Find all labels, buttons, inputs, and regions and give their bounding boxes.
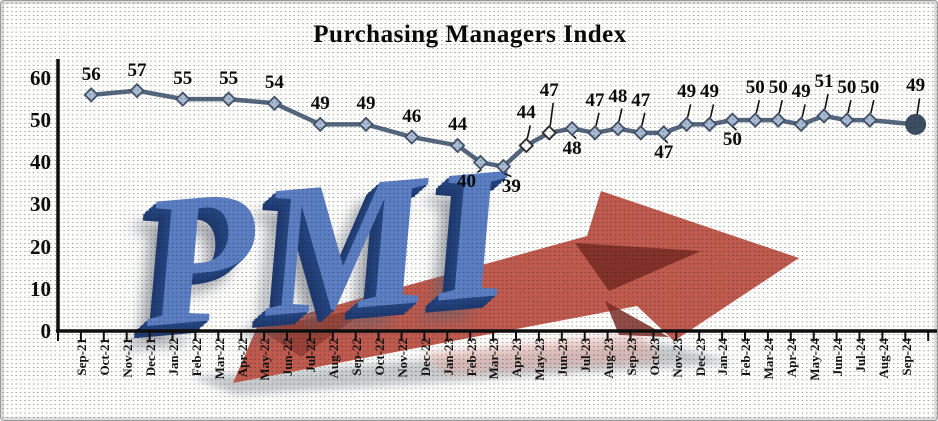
x-axis-label: Jul-24 <box>852 338 868 373</box>
label-leader-line <box>847 99 852 114</box>
data-point-marker <box>564 120 580 137</box>
data-point-marker <box>358 116 374 133</box>
y-axis-label: 20 <box>30 234 51 259</box>
data-point-marker <box>220 91 237 107</box>
data-point-label: 49 <box>310 93 330 115</box>
label-leader-line <box>778 99 783 114</box>
data-point-marker <box>678 116 695 133</box>
x-axis-label: Apr-22 <box>234 338 250 378</box>
x-axis-label: Sep-22 <box>349 338 364 376</box>
data-point-label: 55 <box>173 68 193 90</box>
x-axis-label: May-22 <box>257 338 273 381</box>
x-axis-label: Feb-24 <box>738 338 754 377</box>
x-axis-label: May-24 <box>807 338 822 381</box>
data-point-marker <box>770 112 786 128</box>
data-point-label: 47 <box>539 79 559 101</box>
chart-title: Purchasing Managers Index <box>313 21 627 48</box>
y-axis-label: 50 <box>30 108 51 133</box>
x-axis-label: Nov-21 <box>120 338 135 378</box>
label-leader-line <box>595 112 600 126</box>
x-axis-label: Oct-22 <box>371 338 387 376</box>
x-axis-label: Jan-24 <box>715 338 731 376</box>
data-point-label: 47 <box>631 89 651 111</box>
x-axis-label: Nov-23 <box>669 338 685 378</box>
end-point-dot <box>905 113 927 135</box>
x-axis-label: May-23 <box>532 338 548 381</box>
label-leader-line <box>870 99 875 114</box>
x-axis-label: Sep-23 <box>623 338 639 376</box>
data-point-label: 49 <box>906 75 926 97</box>
data-point-marker <box>610 120 626 137</box>
y-axis-label: 10 <box>30 276 51 301</box>
x-axis-label: Jun-24 <box>829 338 845 377</box>
x-axis-label: Jul-23 <box>578 338 593 373</box>
data-point-marker <box>724 112 741 128</box>
x-axis-label: Aug-23 <box>600 338 616 379</box>
data-point-label: 56 <box>81 63 101 85</box>
data-point-marker <box>404 129 420 145</box>
x-axis-label: Mar-24 <box>761 338 777 380</box>
data-point-marker <box>655 125 672 141</box>
x-axis-label: Jan-23 <box>440 338 456 376</box>
y-axis-label: 30 <box>30 192 51 217</box>
label-leader-line <box>755 99 761 114</box>
label-leader-line <box>641 112 646 126</box>
y-axis-label: 60 <box>30 65 51 90</box>
x-axis-label: Nov-22 <box>394 338 410 378</box>
label-leader-line <box>686 104 692 118</box>
data-point-label: 39 <box>501 175 521 197</box>
data-point-marker <box>816 108 832 124</box>
x-axis-label: Oct-23 <box>646 338 662 376</box>
label-leader-line <box>526 125 532 139</box>
data-point-marker <box>862 112 878 128</box>
data-point-marker <box>839 112 855 128</box>
x-axis-label: Sep-21 <box>74 338 90 376</box>
data-point-marker <box>747 112 764 128</box>
label-leader-line <box>709 104 715 118</box>
label-leader-line <box>824 93 829 110</box>
data-point-label: 49 <box>700 81 719 103</box>
data-point-marker <box>793 116 809 133</box>
data-point-label: 48 <box>562 137 582 159</box>
x-axis-label: Jul-22 <box>303 338 319 373</box>
data-point-label: 44 <box>448 114 468 136</box>
data-point-label: 54 <box>264 72 284 94</box>
data-point-marker <box>175 91 191 107</box>
data-point-label: 46 <box>402 106 422 128</box>
x-axis-label: Mar-22 <box>211 338 227 380</box>
data-point-marker <box>83 87 99 103</box>
x-axis-label: Dec-23 <box>692 338 708 377</box>
data-point-marker <box>633 125 649 141</box>
x-axis-label: Aug-22 <box>326 338 342 379</box>
x-axis-label: Aug-24 <box>875 338 891 379</box>
x-axis-label: Apr-23 <box>509 338 525 378</box>
data-point-marker <box>129 82 145 99</box>
label-leader-line <box>549 102 554 126</box>
x-axis-label: Dec-21 <box>142 338 158 377</box>
data-point-label: 40 <box>457 171 476 193</box>
x-axis-label: Dec-22 <box>417 338 433 377</box>
x-axis-label: Jun-22 <box>280 338 296 377</box>
data-point-label: 49 <box>356 93 376 115</box>
data-point-label: 57 <box>127 59 147 81</box>
data-point-label: 50 <box>722 129 742 151</box>
data-point-label: 44 <box>516 102 536 124</box>
y-axis-label: 0 <box>40 319 52 343</box>
x-axis-label: Feb-22 <box>188 338 204 377</box>
x-axis-label: Feb-23 <box>463 338 479 377</box>
x-axis-label: Oct-21 <box>97 338 113 376</box>
x-axis-label: Sep-24 <box>898 338 914 376</box>
data-point-label: 55 <box>219 68 239 90</box>
data-point-label: 47 <box>654 141 674 163</box>
y-axis-label: 40 <box>30 150 51 175</box>
x-axis-label: Jan-22 <box>165 338 181 376</box>
x-axis-label: Jun-23 <box>555 338 571 377</box>
label-leader-line <box>801 104 806 118</box>
label-leader-line <box>618 108 623 122</box>
data-point-marker <box>587 125 603 141</box>
x-axis-label: Apr-24 <box>784 338 800 378</box>
x-axis-label: Mar-23 <box>486 338 502 380</box>
data-point-label: 50 <box>860 77 880 99</box>
